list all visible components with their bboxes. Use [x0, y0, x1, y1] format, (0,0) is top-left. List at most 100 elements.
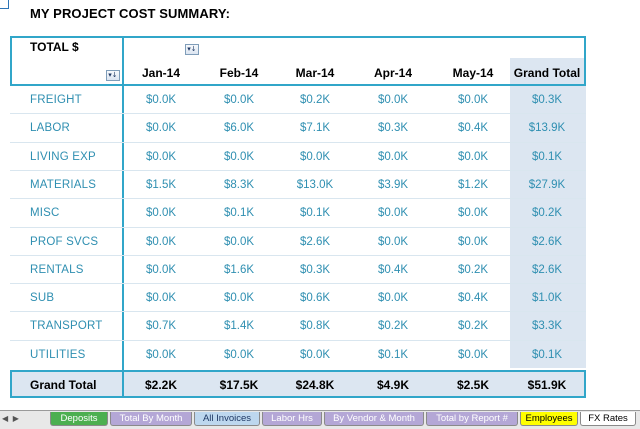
- row-header-divider: [122, 36, 124, 370]
- sheet-title: MY PROJECT COST SUMMARY:: [30, 6, 231, 21]
- column-filter-dropdown-icon[interactable]: ▾↓: [185, 44, 199, 55]
- value-cell: $0.2K: [377, 320, 409, 333]
- value-cell: $1.6K: [223, 263, 255, 276]
- value-cell: $7.1K: [299, 122, 331, 135]
- row-separator: [10, 113, 586, 115]
- cell-corner-mark: [0, 0, 9, 9]
- grand-total-cell: $51.9K: [527, 378, 567, 392]
- value-cell: $2.6K: [299, 235, 331, 248]
- row-label: SUB: [30, 292, 55, 305]
- value-cell: $0.4K: [377, 263, 409, 276]
- value-cell: $0.0K: [145, 94, 177, 106]
- value-cell: $0.2K: [457, 320, 489, 333]
- column-header-4: May-14: [452, 66, 494, 80]
- sheet-tab-0[interactable]: Deposits: [50, 412, 108, 426]
- column-header-2: Mar-14: [295, 66, 335, 80]
- grand-total-cell: $4.9K: [376, 378, 410, 392]
- sheet-tab-bar: ◀ ▶ Deposits Total By Month All Invoices La…: [0, 410, 640, 429]
- sheet-tab-6[interactable]: Employees: [520, 412, 578, 426]
- pivot-header: [10, 36, 586, 86]
- value-cell: $0.0K: [377, 292, 409, 305]
- row-separator: [10, 283, 586, 285]
- value-cell: $1.2K: [457, 178, 489, 191]
- value-cell: $0.7K: [145, 320, 177, 333]
- value-cell: $13.9K: [528, 122, 566, 135]
- row-label: RENTALS: [30, 263, 84, 276]
- value-cell: $0.0K: [457, 150, 489, 163]
- value-cell: $0.0K: [145, 263, 177, 276]
- grand-total-cell: $2.2K: [144, 378, 178, 392]
- value-cell: $1.0K: [531, 292, 563, 305]
- value-cell: $2.6K: [531, 235, 563, 248]
- value-cell: $1.4K: [223, 320, 255, 333]
- value-cell: $0.0K: [457, 348, 489, 361]
- row-separator: [10, 311, 586, 313]
- value-cell: $13.0K: [296, 178, 334, 191]
- row-filter-dropdown-icon[interactable]: ▾↓: [106, 70, 120, 81]
- value-cell: $0.0K: [145, 235, 177, 248]
- value-cell: $0.0K: [457, 207, 489, 220]
- value-cell: $0.0K: [299, 150, 331, 163]
- value-cell: $0.1K: [531, 150, 563, 163]
- row-separator: [10, 339, 586, 341]
- value-cell: $0.0K: [145, 292, 177, 305]
- value-cell: $0.0K: [223, 150, 255, 163]
- value-cell: $0.8K: [299, 320, 331, 333]
- sheet-tab-1[interactable]: Total By Month: [110, 412, 192, 426]
- row-label: PROF SVCS: [30, 235, 99, 248]
- value-cell: $0.0K: [377, 235, 409, 248]
- row-separator: [10, 198, 586, 200]
- column-header-5: Grand Total: [513, 66, 581, 80]
- value-cell: $0.0K: [377, 207, 409, 220]
- grand-total-label: Grand Total: [30, 378, 97, 392]
- column-header-0: Jan-14: [141, 66, 181, 80]
- value-cell: $0.0K: [223, 348, 255, 361]
- value-cell: $0.0K: [223, 292, 255, 305]
- column-header-1: Feb-14: [219, 66, 259, 80]
- grand-total-divider: [122, 372, 124, 396]
- value-field-label: TOTAL $: [30, 40, 79, 54]
- value-cell: $0.2K: [457, 263, 489, 276]
- value-cell: $8.3K: [223, 178, 255, 191]
- value-cell: $0.2K: [299, 94, 331, 106]
- value-cell: $0.0K: [145, 150, 177, 163]
- value-cell: $6.0K: [223, 122, 255, 135]
- value-cell: $3.9K: [377, 178, 409, 191]
- value-cell: $0.0K: [145, 122, 177, 135]
- grand-total-column-fill: [510, 58, 586, 368]
- value-cell: $0.1K: [299, 207, 331, 220]
- value-cell: $0.2K: [531, 207, 563, 220]
- tab-scroll-arrows-icon[interactable]: ◀ ▶: [2, 414, 20, 423]
- value-cell: $0.3K: [531, 94, 563, 106]
- value-cell: $0.0K: [377, 150, 409, 163]
- column-header-3: Apr-14: [373, 66, 412, 80]
- sheet-tab-5[interactable]: Total by Report #: [426, 412, 518, 426]
- row-separator: [10, 226, 586, 228]
- row-label: LABOR: [30, 122, 70, 135]
- value-cell: $0.4K: [457, 122, 489, 135]
- row-separator: [10, 141, 586, 143]
- row-label: MATERIALS: [30, 178, 97, 191]
- sheet-tab-2[interactable]: All Invoices: [194, 412, 260, 426]
- value-cell: $0.0K: [457, 235, 489, 248]
- value-cell: $27.9K: [528, 178, 566, 191]
- grand-total-cell: $17.5K: [219, 378, 259, 392]
- value-cell: $0.0K: [299, 348, 331, 361]
- value-cell: $0.0K: [377, 94, 409, 106]
- sheet-tab-4[interactable]: By Vendor & Month: [324, 412, 424, 426]
- value-cell: $0.0K: [145, 348, 177, 361]
- value-cell: $1.5K: [145, 178, 177, 191]
- value-cell: $0.1K: [223, 207, 255, 220]
- row-label: FREIGHT: [30, 94, 82, 106]
- sheet-tab-3[interactable]: Labor Hrs: [262, 412, 322, 426]
- row-separator: [10, 169, 586, 171]
- value-cell: $0.1K: [377, 348, 409, 361]
- sheet-tab-7[interactable]: FX Rates: [580, 412, 636, 426]
- value-cell: $0.1K: [531, 348, 563, 361]
- value-cell: $2.6K: [531, 263, 563, 276]
- row-label: MISC: [30, 207, 60, 220]
- row-label: TRANSPORT: [30, 320, 103, 333]
- pivot-table: TOTAL $ ▾↓ ▾↓ Jan-14 Feb-14 Mar-14 Apr-14 Ma…: [10, 36, 588, 398]
- grand-total-cell: $2.5K: [456, 378, 490, 392]
- value-cell: $3.3K: [531, 320, 563, 333]
